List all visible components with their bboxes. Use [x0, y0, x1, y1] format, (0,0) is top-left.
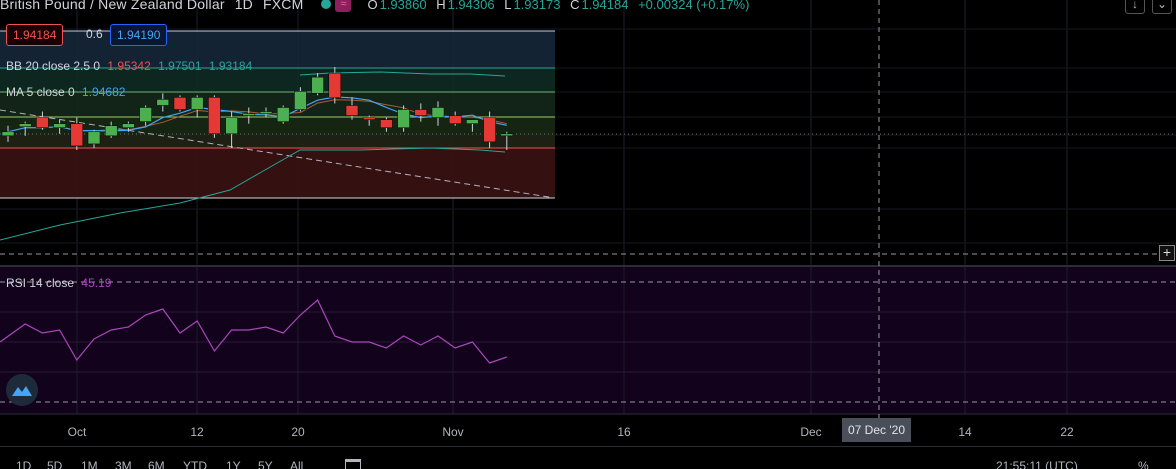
x-axis-label: 12 [190, 425, 204, 439]
candle-body [70, 123, 84, 147]
clock-label[interactable]: 21:55:11 (UTC) [996, 459, 1078, 469]
candle-body [276, 107, 290, 122]
ma-value: 1.94682 [82, 85, 126, 99]
sell-price-button[interactable]: 1.94184 [6, 24, 64, 46]
candle-body [362, 117, 376, 120]
timeframe-1y[interactable]: 1Y [226, 459, 241, 469]
x-axis-label: 20 [291, 425, 305, 439]
candle-body [294, 91, 307, 110]
timeframe-5d[interactable]: 5D [47, 459, 63, 469]
candle-body [208, 97, 221, 135]
candle-body [53, 123, 66, 128]
symbol-title[interactable]: British Pound / New Zealand Dollar [0, 0, 225, 12]
candle-body [173, 97, 187, 110]
logo-icon[interactable] [6, 374, 38, 406]
down-arrow-icon[interactable]: ↓ [1125, 0, 1145, 14]
bb-label: BB 20 close 2.5 0 [6, 59, 101, 73]
high-value: 1.94306 [447, 0, 495, 12]
fib-zone [0, 68, 555, 92]
plus-icon[interactable]: + [1159, 245, 1175, 261]
change-value: +0.00324 (+0.17%) [638, 0, 750, 12]
ma-label: MA 5 close 0 [6, 85, 75, 99]
low-value: 1.93173 [513, 0, 561, 12]
candle-body [431, 107, 445, 118]
candle-body [466, 119, 479, 124]
candle-body [156, 99, 170, 106]
crosshair-date-label: 07 Dec '20 [842, 418, 911, 442]
candle-body [139, 107, 152, 122]
candle-body [104, 125, 118, 137]
bb-lower-band [0, 147, 506, 241]
x-axis-label: 16 [617, 425, 631, 439]
rsi-value: 45.19 [81, 276, 112, 290]
percent-toggle[interactable]: % [1138, 459, 1149, 469]
candle-body [259, 111, 273, 114]
spread-label: 0.6 [86, 27, 103, 41]
ohlc-readout: O 1.93860 H 1.94306 L 1.93173 C 1.94184 +0.0… [367, 0, 751, 12]
timeframe-ytd[interactable]: YTD [183, 459, 207, 469]
fib-zone [0, 31, 555, 68]
exchange-label: FXCM [262, 0, 304, 12]
candle-body [36, 117, 49, 128]
candle-body [1, 131, 15, 137]
market-open-icon [321, 0, 332, 9]
candle-body [18, 123, 32, 127]
fib-zone [0, 135, 555, 148]
candle-body [448, 115, 462, 124]
rsi-legend[interactable]: RSI 14 close 45.19 [6, 276, 111, 290]
candle-body [397, 109, 410, 128]
close-value: 1.94184 [581, 0, 629, 12]
trend-line [0, 109, 556, 199]
x-axis-label: 22 [1060, 425, 1074, 439]
wave-icon[interactable]: ≈ [335, 0, 352, 12]
timeframe-1d[interactable]: 1D [16, 459, 32, 469]
open-value: 1.93860 [379, 0, 427, 12]
candle-body [122, 123, 135, 128]
x-axis-label: Oct [67, 425, 87, 439]
bb-legend[interactable]: BB 20 close 2.5 0 1.95342 1.97501 1.9318… [6, 59, 252, 73]
fib-zone [0, 148, 555, 198]
timeframe-all[interactable]: All [290, 459, 304, 469]
bottom-toolbar: 1D 5D 1M 3M 6M YTD 1Y 5Y All 21:55:11 (U… [0, 446, 1176, 469]
candle-body [311, 76, 324, 94]
x-axis-label: Dec [800, 425, 822, 439]
fib-zone [0, 117, 555, 135]
candle-body [345, 105, 359, 116]
bb-upper-band [299, 71, 506, 77]
rsi-label: RSI 14 close [6, 276, 75, 290]
candle-body [500, 133, 514, 137]
candle-body [380, 119, 393, 128]
bb-lower-value: 1.93184 [208, 59, 253, 73]
x-axis-label: Nov [442, 425, 464, 439]
timeframe-3m[interactable]: 3M [115, 459, 132, 469]
symbol-header: British Pound / New Zealand Dollar 1D FX… [0, 0, 751, 14]
candle-body [190, 97, 204, 110]
buy-price-button[interactable]: 1.94190 [110, 24, 168, 46]
chevron-down-icon[interactable]: ⌄ [1152, 0, 1172, 14]
bb-upper-value: 1.95342 [107, 59, 151, 73]
calendar-icon[interactable] [345, 459, 361, 469]
ma-line [7, 96, 507, 133]
timeframe-5y[interactable]: 5Y [258, 459, 273, 469]
candle-body [414, 109, 428, 116]
timeframe-1m[interactable]: 1M [81, 459, 98, 469]
rsi-pane-background [0, 266, 1176, 414]
candle-body [328, 72, 342, 98]
candle-body [225, 117, 238, 135]
interval-label[interactable]: 1D [234, 0, 253, 12]
candle-body [87, 131, 101, 145]
timeframe-6m[interactable]: 6M [148, 459, 165, 469]
rsi-line [0, 299, 507, 364]
candle-body [242, 113, 256, 116]
candle-body [483, 117, 496, 143]
ma-legend[interactable]: MA 5 close 0 1.94682 [6, 85, 125, 99]
bb-basis-value: 1.97501 [158, 59, 202, 73]
x-axis-label: 14 [958, 425, 972, 439]
